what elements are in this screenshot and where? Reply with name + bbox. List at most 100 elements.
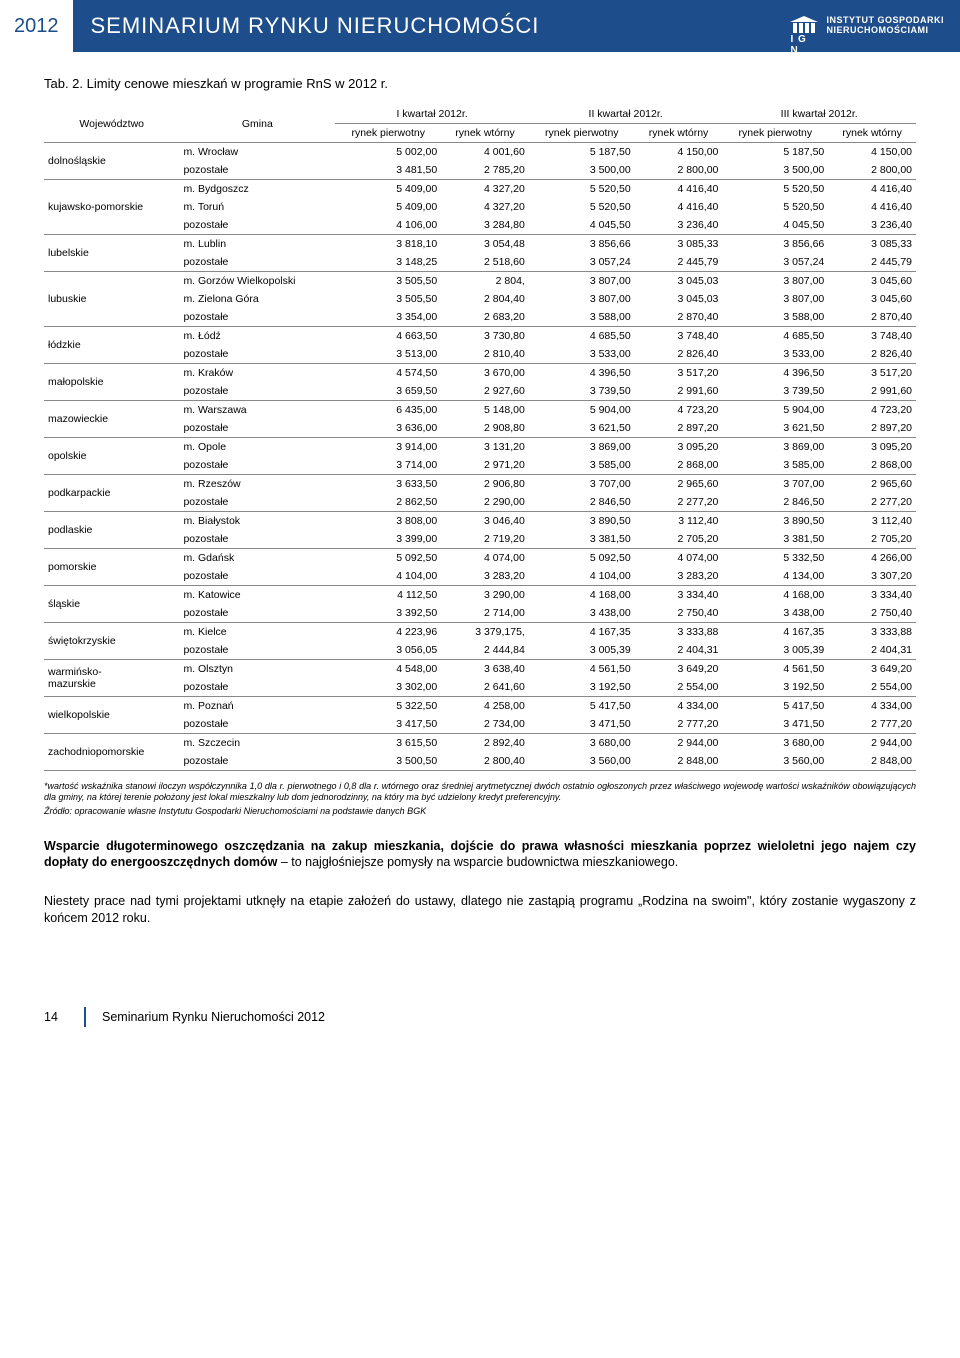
table-row: małopolskiem. Kraków4 574,503 670,004 39… xyxy=(44,364,916,383)
value-cell: 3 680,00 xyxy=(722,734,828,753)
page-number: 14 xyxy=(44,1010,68,1024)
value-cell: 5 520,50 xyxy=(529,198,635,216)
value-cell: 5 417,50 xyxy=(722,697,828,716)
value-cell: 4 150,00 xyxy=(635,143,723,162)
value-cell: 4 396,50 xyxy=(722,364,828,383)
paragraph-1-tail: – to najgłośniejsze pomysły na wsparcie … xyxy=(277,855,678,869)
value-cell: 2 965,60 xyxy=(635,475,723,494)
value-cell: 2 277,20 xyxy=(828,493,916,512)
value-cell: 5 002,00 xyxy=(335,143,441,162)
value-cell: 3 513,00 xyxy=(335,345,441,364)
value-cell: 2 777,20 xyxy=(828,715,916,734)
value-cell: 3 560,00 xyxy=(722,752,828,771)
value-cell: 3 505,50 xyxy=(335,272,441,291)
table-row: śląskiem. Katowice4 112,503 290,004 168,… xyxy=(44,586,916,605)
value-cell: 2 719,20 xyxy=(441,530,529,549)
value-cell: 2 404,31 xyxy=(828,641,916,660)
value-cell: 2 846,50 xyxy=(529,493,635,512)
value-cell: 4 104,00 xyxy=(335,567,441,586)
value-cell: 3 381,50 xyxy=(722,530,828,549)
gmina-cell: pozostałe xyxy=(179,715,335,734)
value-cell: 3 869,00 xyxy=(722,438,828,457)
gmina-cell: m. Lublin xyxy=(179,235,335,254)
voivodeship-cell: lubelskie xyxy=(44,235,179,272)
value-cell: 4 223,96 xyxy=(335,623,441,642)
voivodeship-cell: zachodniopomorskie xyxy=(44,734,179,771)
value-cell: 4 723,20 xyxy=(828,401,916,420)
table-row: opolskiem. Opole3 914,003 131,203 869,00… xyxy=(44,438,916,457)
building-icon: I G N xyxy=(790,16,818,36)
voivodeship-cell: małopolskie xyxy=(44,364,179,401)
table-row: podlaskiem. Białystok3 808,003 046,403 8… xyxy=(44,512,916,531)
value-cell: 3 095,20 xyxy=(828,438,916,457)
value-cell: 3 649,20 xyxy=(635,660,723,679)
gmina-cell: m. Warszawa xyxy=(179,401,335,420)
value-cell: 3 588,00 xyxy=(529,308,635,327)
value-cell: 4 074,00 xyxy=(441,549,529,568)
value-cell: 3 636,00 xyxy=(335,419,441,438)
gmina-cell: pozostałe xyxy=(179,345,335,364)
value-cell: 2 444,84 xyxy=(441,641,529,660)
voivodeship-cell: mazowieckie xyxy=(44,401,179,438)
value-cell: 2 554,00 xyxy=(635,678,723,697)
limits-table: Województwo Gmina I kwartał 2012r. II kw… xyxy=(44,105,916,771)
value-cell: 3 236,40 xyxy=(635,216,723,235)
value-cell: 3 560,00 xyxy=(529,752,635,771)
table-head: Województwo Gmina I kwartał 2012r. II kw… xyxy=(44,105,916,143)
value-cell: 5 409,00 xyxy=(335,198,441,216)
value-cell: 4 685,50 xyxy=(722,327,828,346)
gmina-cell: m. Poznań xyxy=(179,697,335,716)
gmina-cell: pozostałe xyxy=(179,456,335,475)
value-cell: 3 045,03 xyxy=(635,272,723,291)
value-cell: 3 638,40 xyxy=(441,660,529,679)
col-gmina: Gmina xyxy=(179,105,335,143)
value-cell: 5 332,50 xyxy=(722,549,828,568)
value-cell: 2 683,20 xyxy=(441,308,529,327)
value-cell: 2 641,60 xyxy=(441,678,529,697)
col-q3-primary: rynek pierwotny xyxy=(722,124,828,143)
value-cell: 3 649,20 xyxy=(828,660,916,679)
value-cell: 3 748,40 xyxy=(635,327,723,346)
value-cell: 3 707,00 xyxy=(529,475,635,494)
value-cell: 2 777,20 xyxy=(635,715,723,734)
value-cell: 3 707,00 xyxy=(722,475,828,494)
paragraph-2: Niestety prace nad tymi projektami utknę… xyxy=(44,893,916,927)
gmina-cell: m. Kielce xyxy=(179,623,335,642)
value-cell: 2 554,00 xyxy=(828,678,916,697)
value-cell: 3 621,50 xyxy=(722,419,828,438)
table-source: Źródło: opracowanie własne Instytutu Gos… xyxy=(44,806,916,816)
value-cell: 3 585,00 xyxy=(722,456,828,475)
value-cell: 2 445,79 xyxy=(828,253,916,272)
value-cell: 3 808,00 xyxy=(335,512,441,531)
gmina-cell: pozostałe xyxy=(179,216,335,235)
value-cell: 4 112,50 xyxy=(335,586,441,605)
value-cell: 3 045,03 xyxy=(635,290,723,308)
value-cell: 2 971,20 xyxy=(441,456,529,475)
header-year: 2012 xyxy=(0,0,73,52)
value-cell: 4 327,20 xyxy=(441,198,529,216)
gmina-cell: pozostałe xyxy=(179,752,335,771)
value-cell: 5 520,50 xyxy=(722,198,828,216)
voivodeship-cell: podlaskie xyxy=(44,512,179,549)
value-cell: 3 517,20 xyxy=(635,364,723,383)
value-cell: 3 505,50 xyxy=(335,290,441,308)
gmina-cell: pozostałe xyxy=(179,530,335,549)
value-cell: 4 168,00 xyxy=(529,586,635,605)
value-cell: 2 848,00 xyxy=(635,752,723,771)
value-cell: 3 056,05 xyxy=(335,641,441,660)
value-cell: 4 416,40 xyxy=(828,198,916,216)
gmina-cell: pozostałe xyxy=(179,641,335,660)
value-cell: 3 354,00 xyxy=(335,308,441,327)
value-cell: 2 897,20 xyxy=(828,419,916,438)
value-cell: 4 416,40 xyxy=(635,198,723,216)
gmina-cell: pozostałe xyxy=(179,308,335,327)
value-cell: 5 904,00 xyxy=(722,401,828,420)
gmina-cell: m. Bydgoszcz xyxy=(179,180,335,199)
table-row: wielkopolskiem. Poznań5 322,504 258,005 … xyxy=(44,697,916,716)
logo-abbrev: I G N xyxy=(790,34,818,56)
value-cell: 4 258,00 xyxy=(441,697,529,716)
voivodeship-cell: kujawsko-pomorskie xyxy=(44,180,179,235)
value-cell: 2 290,00 xyxy=(441,493,529,512)
gmina-cell: pozostałe xyxy=(179,382,335,401)
gmina-cell: m. Gdańsk xyxy=(179,549,335,568)
